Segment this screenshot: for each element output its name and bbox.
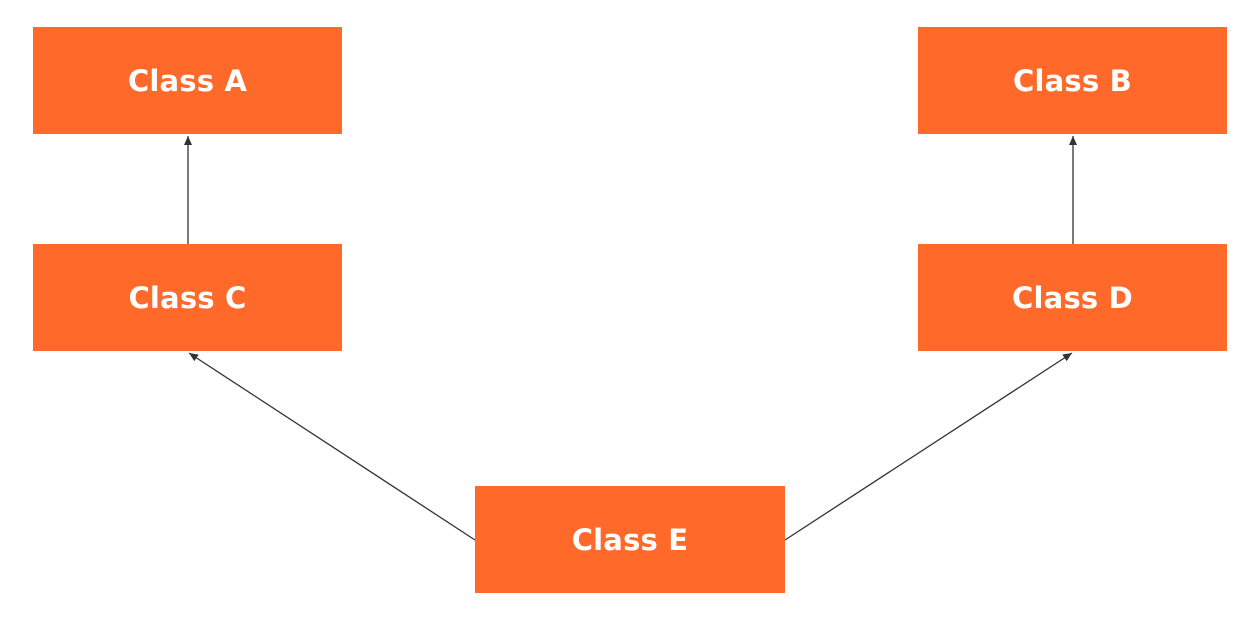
class-c-box: Class C xyxy=(33,244,342,351)
class-e-box: Class E xyxy=(475,486,785,593)
class-a-box: Class A xyxy=(33,27,342,134)
class-b-label: Class B xyxy=(1013,63,1132,98)
class-e-label: Class E xyxy=(571,522,689,557)
class-d-box: Class D xyxy=(918,244,1227,351)
class-b-box: Class B xyxy=(918,27,1227,134)
arrow-e-to-d xyxy=(784,352,1073,541)
arrow-e-to-c xyxy=(188,352,476,541)
class-d-label: Class D xyxy=(1012,280,1133,315)
class-a-label: Class A xyxy=(127,63,248,98)
class-c-label: Class C xyxy=(128,280,247,315)
